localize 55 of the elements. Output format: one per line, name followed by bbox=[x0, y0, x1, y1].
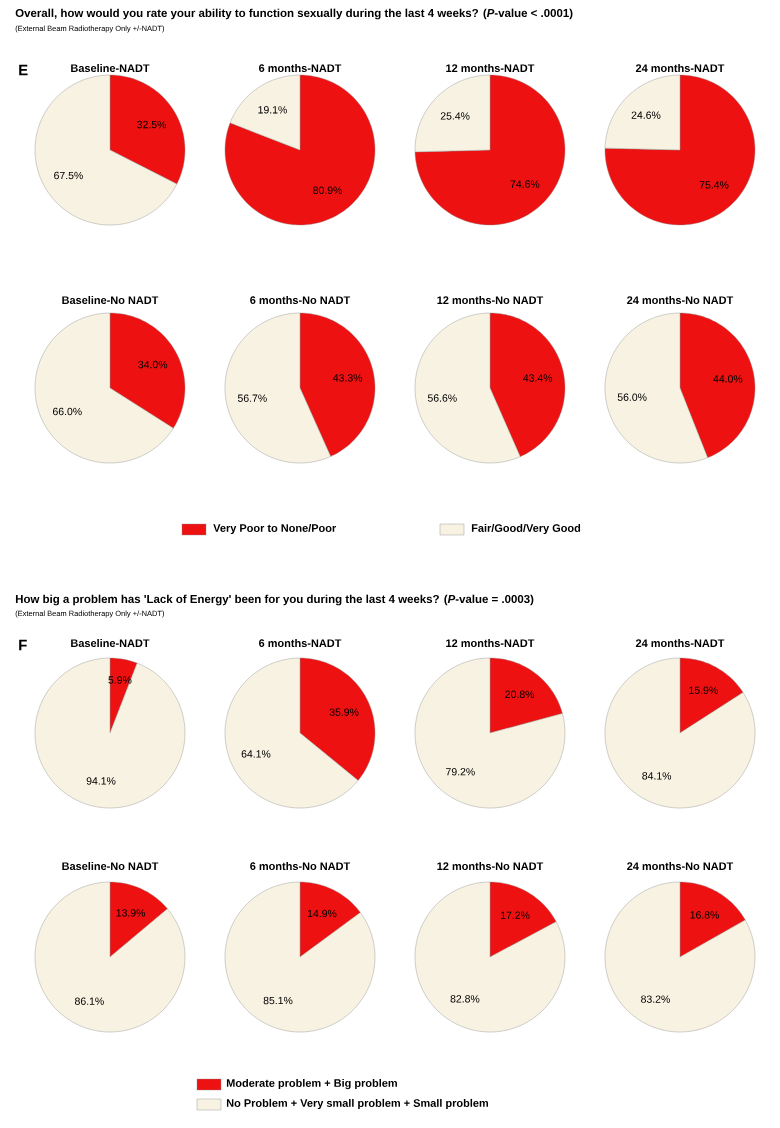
data-label: 83.2% bbox=[641, 995, 670, 1003]
data-label: 86.1% bbox=[75, 997, 104, 1005]
text: How big a problem has 'Lack of Energy' been for you during the last 4 weeks? (P-value = .0003) bbox=[15, 594, 534, 606]
chart-title: 6 months-No NADT bbox=[250, 295, 351, 305]
legend-label: No Problem + Very small problem + Small problem bbox=[226, 1098, 488, 1110]
chart-title: 24 months-No NADT bbox=[627, 295, 734, 305]
text: Overall, how would you rate your ability to function sexually during the last 4 weeks? (P-value < .0001) bbox=[15, 8, 573, 20]
chart-title: 6 months-NADT bbox=[259, 638, 342, 648]
data-label: 67.5% bbox=[54, 171, 83, 180]
data-label: 13.9% bbox=[116, 909, 146, 917]
data-label: 79.2% bbox=[446, 768, 475, 776]
data-label: 56.7% bbox=[237, 394, 267, 402]
chart-title: 12 months-No NADT bbox=[437, 861, 544, 871]
text: E bbox=[19, 64, 28, 76]
data-label: 20.8% bbox=[505, 690, 535, 699]
data-label: 44.0% bbox=[713, 375, 743, 383]
data-label: 43.4% bbox=[523, 374, 553, 382]
data-label: 75.4% bbox=[699, 181, 729, 189]
data-label: 17.2% bbox=[501, 911, 530, 919]
chart-title: Baseline-NADT bbox=[71, 63, 150, 73]
chart-title: 12 months-NADT bbox=[446, 638, 535, 648]
data-label: 56.6% bbox=[427, 394, 457, 402]
data-label: 94.1% bbox=[86, 777, 116, 785]
chart-title: 24 months-No NADT bbox=[627, 861, 734, 871]
data-label: 34.0% bbox=[138, 360, 168, 369]
chart-title: 24 months-NADT bbox=[635, 638, 725, 648]
chart-title: Baseline-No NADT bbox=[62, 861, 159, 871]
data-label: 25.4% bbox=[440, 112, 470, 120]
legend-label: Moderate problem + Big problem bbox=[226, 1078, 397, 1090]
chart-title: Baseline-NADT bbox=[71, 638, 150, 648]
chart-title: Baseline-No NADT bbox=[62, 295, 159, 305]
data-label: 32.5% bbox=[137, 120, 167, 129]
data-label: 66.0% bbox=[52, 407, 82, 416]
chart-title: 12 months-NADT bbox=[446, 63, 535, 73]
legend-label: Very Poor to None/Poor bbox=[213, 523, 337, 535]
chart-title: 6 months-No NADT bbox=[250, 861, 351, 871]
data-label: 80.9% bbox=[313, 186, 342, 194]
text: F bbox=[19, 639, 27, 651]
data-label: 24.6% bbox=[631, 111, 661, 119]
data-label: 35.9% bbox=[329, 708, 359, 716]
legend-label: Fair/Good/Very Good bbox=[471, 523, 581, 535]
chart-title: 6 months-NADT bbox=[259, 63, 342, 73]
chart-title: 24 months-NADT bbox=[635, 63, 725, 73]
data-label: 16.8% bbox=[690, 911, 719, 919]
data-label: 64.1% bbox=[241, 750, 271, 758]
data-label: 82.8% bbox=[450, 995, 480, 1003]
data-label: 56.0% bbox=[617, 393, 647, 401]
data-label: 74.6% bbox=[510, 180, 540, 188]
data-label: 14.9% bbox=[307, 909, 337, 918]
data-label: 15.9% bbox=[689, 686, 718, 694]
data-label: 84.1% bbox=[642, 772, 672, 780]
data-label: 43.3% bbox=[333, 374, 363, 382]
chart-title: 12 months-No NADT bbox=[437, 295, 544, 305]
data-label: 19.1% bbox=[258, 106, 287, 114]
data-label: 85.1% bbox=[263, 996, 293, 1005]
